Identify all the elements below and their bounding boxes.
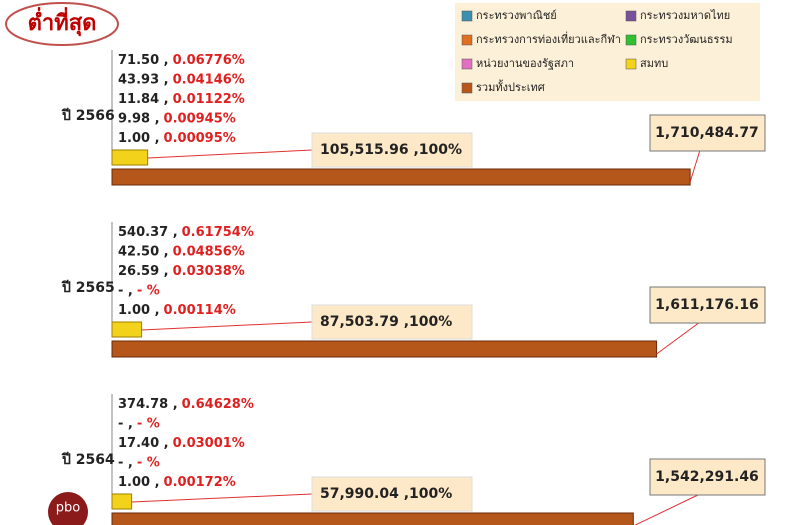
bar <box>111 321 143 338</box>
legend-swatch <box>625 10 637 22</box>
bar <box>111 149 149 166</box>
detail-amount: - , <box>118 416 133 431</box>
detail-share: 0.00095% <box>164 131 236 146</box>
detail-amount: 42.50 , <box>118 244 169 259</box>
detail-share: 0.04146% <box>173 72 245 87</box>
detail-row: 1.00 , 0.00095% <box>118 131 236 146</box>
legend-label: รวมทั้งประเทศ <box>476 79 545 94</box>
detail-share: 0.61754% <box>182 225 254 240</box>
leader <box>634 493 701 525</box>
detail-amount: 374.78 , <box>118 397 178 412</box>
leader <box>656 321 701 355</box>
detail-amount: 71.50 , <box>118 53 169 68</box>
value-label: 1,611,176.16 <box>655 297 759 313</box>
bar <box>111 512 634 525</box>
detail-row: 17.40 , 0.03001% <box>118 436 245 451</box>
legend-label: กระทรวงการท่องเที่ยวและกีฬา <box>476 31 621 46</box>
detail-amount: 26.59 , <box>118 264 169 279</box>
detail-row: 540.37 , 0.61754% <box>118 225 254 240</box>
detail-row: 71.50 , 0.06776% <box>118 53 245 68</box>
category-label: ปี 2566 <box>61 108 115 124</box>
callout-box <box>311 304 473 340</box>
bar <box>111 340 658 358</box>
legend-swatch <box>625 34 637 46</box>
legend-swatch <box>461 58 473 70</box>
callout-box <box>311 132 473 168</box>
detail-row: 9.98 , 0.00945% <box>118 111 236 126</box>
legend-box <box>455 3 760 101</box>
detail-row: - , - % <box>118 283 160 298</box>
bar <box>111 493 133 510</box>
detail-amount: 9.98 , <box>118 111 160 126</box>
detail-amount: 1.00 , <box>118 475 160 490</box>
detail-row: 374.78 , 0.64628% <box>118 397 254 412</box>
detail-share: - % <box>137 416 160 431</box>
value-label: 105,515.96 ,100% <box>320 142 462 158</box>
badge <box>5 2 119 46</box>
detail-share: 0.03038% <box>173 264 245 279</box>
callout-box <box>649 114 766 152</box>
detail-share: 0.64628% <box>182 397 254 412</box>
legend-swatch <box>461 10 473 22</box>
badge-text: ต่ำที่สุด <box>28 6 97 37</box>
detail-amount: 43.93 , <box>118 72 169 87</box>
bar <box>111 168 691 186</box>
detail-row: 26.59 , 0.03038% <box>118 264 245 279</box>
legend-label: หน่วยงานของรัฐสภา <box>476 57 574 70</box>
detail-share: 0.01122% <box>173 92 245 107</box>
legend-label: สมทบ <box>640 57 668 70</box>
detail-row: - , - % <box>118 416 160 431</box>
value-label: 57,990.04 ,100% <box>320 486 452 502</box>
detail-amount: 11.84 , <box>118 92 169 107</box>
leader <box>147 149 313 159</box>
detail-amount: 540.37 , <box>118 225 178 240</box>
detail-share: 0.04856% <box>173 244 245 259</box>
detail-row: 1.00 , 0.00114% <box>118 303 236 318</box>
detail-row: 11.84 , 0.01122% <box>118 92 245 107</box>
detail-row: 43.93 , 0.04146% <box>118 72 245 87</box>
detail-share: - % <box>137 455 160 470</box>
detail-share: 0.00945% <box>164 111 236 126</box>
callout-box <box>649 286 766 324</box>
callout-box <box>311 476 473 512</box>
detail-row: - , - % <box>118 455 160 470</box>
category-label: ปี 2564 <box>61 452 115 468</box>
detail-share: 0.06776% <box>173 53 245 68</box>
detail-share: - % <box>137 283 160 298</box>
value-label: 87,503.79 ,100% <box>320 314 452 330</box>
detail-amount: 1.00 , <box>118 303 160 318</box>
callout-box <box>649 458 766 496</box>
legend-label: กระทรวงวัฒนธรรม <box>640 33 733 46</box>
detail-amount: 17.40 , <box>118 436 169 451</box>
value-label: 1,542,291.46 <box>655 469 759 485</box>
detail-share: 0.03001% <box>173 436 245 451</box>
category-label: ปี 2565 <box>61 280 115 296</box>
value-label: 1,710,484.77 <box>655 125 759 141</box>
detail-share: 0.00172% <box>164 475 236 490</box>
detail-row: 1.00 , 0.00172% <box>118 475 236 490</box>
legend-swatch <box>461 34 473 46</box>
detail-row: 42.50 , 0.04856% <box>118 244 245 259</box>
legend-swatch <box>625 58 637 70</box>
detail-share: 0.00114% <box>164 303 236 318</box>
logo-text: pbo <box>56 501 81 516</box>
detail-amount: - , <box>118 455 133 470</box>
legend-swatch <box>461 82 473 94</box>
leader <box>141 321 313 331</box>
detail-amount: 1.00 , <box>118 131 160 146</box>
legend-label: กระทรวงพาณิชย์ <box>476 9 557 22</box>
leader <box>131 493 313 503</box>
logo <box>48 492 88 525</box>
legend-label: กระทรวงมหาดไทย <box>640 9 730 22</box>
detail-amount: - , <box>118 283 133 298</box>
leader <box>689 149 701 183</box>
